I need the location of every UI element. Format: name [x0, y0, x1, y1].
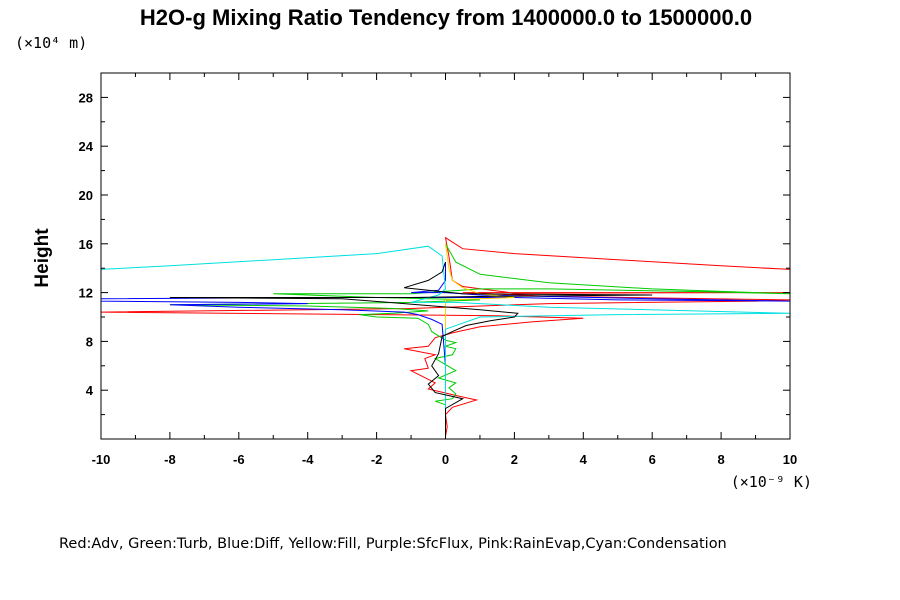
y-tick-label: 20 [79, 188, 93, 203]
series-line-condensation [100, 245, 791, 437]
y-tick-label: 8 [86, 334, 93, 349]
chart-title: H2O-g Mixing Ratio Tendency from 1400000… [140, 5, 752, 30]
y-axis-label: Height [32, 228, 53, 288]
y-tick-label: 28 [79, 90, 93, 105]
y-tick-label: 4 [86, 383, 94, 398]
x-tick-label: 0 [442, 452, 449, 467]
x-unit-label: (×10⁻⁹ K) [731, 473, 812, 491]
y-unit-label: (×10⁴ m) [15, 34, 87, 52]
x-tick-label: -2 [371, 452, 383, 467]
x-tick-label: -6 [233, 452, 245, 467]
x-tick-label: -8 [164, 452, 176, 467]
legend: Red:Adv, Green:Turb, Blue:Diff, Yellow:F… [59, 536, 727, 552]
y-tick-label: 16 [79, 237, 93, 252]
x-tick-label: -4 [302, 452, 314, 467]
series-line-total [169, 261, 653, 437]
y-tick-label: 12 [79, 286, 93, 301]
series-line-fill [445, 243, 515, 437]
series-layer [100, 236, 791, 439]
y-tick-label: 24 [79, 139, 94, 154]
x-tick-label: 10 [783, 452, 797, 467]
x-tick-label: 8 [717, 452, 724, 467]
x-tick-label: 2 [511, 452, 518, 467]
x-tick-label: -10 [92, 452, 111, 467]
series-line-turb [169, 243, 791, 437]
x-tick-label: 4 [580, 452, 588, 467]
x-tick-label: 6 [649, 452, 656, 467]
